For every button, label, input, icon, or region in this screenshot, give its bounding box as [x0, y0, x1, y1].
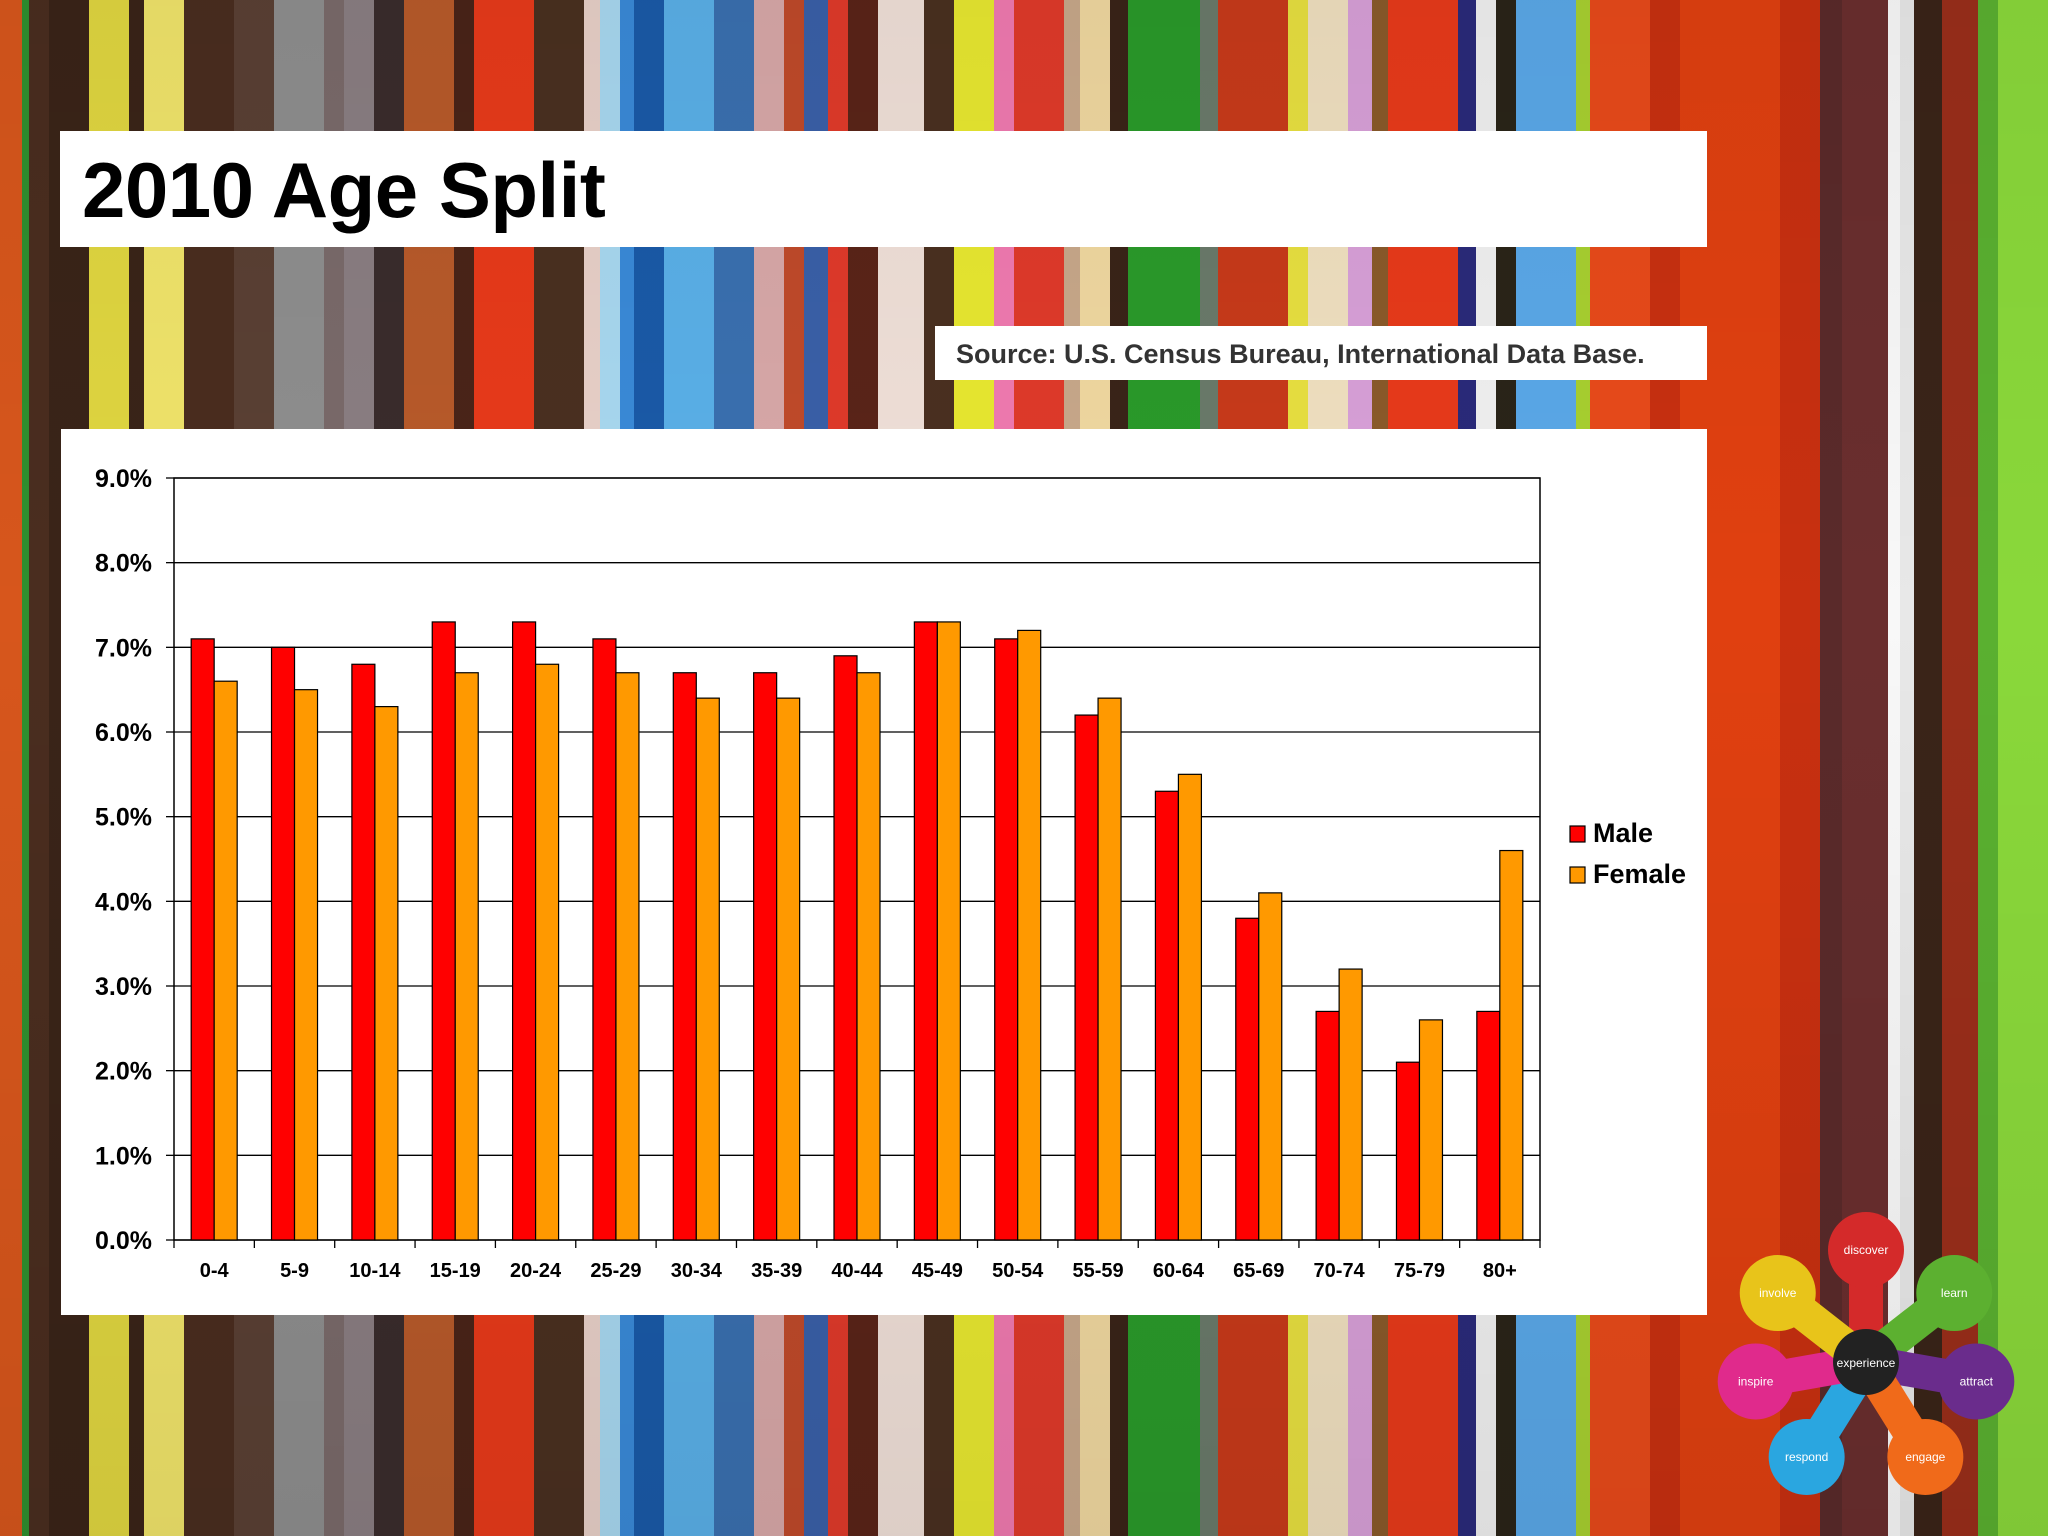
chart-panel: 0.0% 1.0% 2.0% 3.0% 4.0% 5.0% 6.0% 7.0% 8.0% 9.0%…: [61, 429, 1707, 1315]
petal: [1828, 1212, 1904, 1288]
bar-male: [672, 672, 697, 1241]
bar-male: [592, 638, 617, 1241]
bar-male: [1154, 790, 1180, 1241]
logo-center-label: experience: [1837, 1356, 1896, 1370]
x-tick-label: 40-44: [831, 1260, 883, 1282]
y-tick-label: 6.0%: [95, 719, 152, 747]
slide-title: 2010 Age Split: [82, 146, 606, 234]
x-tick-label: 60-64: [1153, 1260, 1205, 1282]
background-stripe: [0, 0, 22, 1536]
petal: [1717, 1343, 1794, 1420]
y-tick-label: 9.0%: [95, 465, 152, 493]
petal: [1739, 1255, 1816, 1332]
petal: [1887, 1418, 1964, 1495]
petal-label: inspire: [1738, 1374, 1774, 1388]
x-tick-label: 0-4: [200, 1260, 230, 1282]
x-tick-label: 65-69: [1233, 1260, 1284, 1282]
y-tick-label: 7.0%: [95, 634, 152, 662]
legend-label-male: Male: [1593, 818, 1653, 848]
bar-female: [1338, 968, 1363, 1241]
bar-male: [1074, 714, 1099, 1241]
y-tick-label: 2.0%: [95, 1058, 152, 1086]
bar-male: [511, 621, 537, 1241]
legend-label-female: Female: [1593, 859, 1686, 889]
background-stripe: [22, 0, 29, 1536]
bar-male: [270, 646, 296, 1241]
x-tick-label: 50-54: [992, 1260, 1044, 1282]
x-tick-label: 55-59: [1072, 1260, 1123, 1282]
legend-swatch-male: [1569, 825, 1586, 843]
bar-female: [615, 672, 640, 1241]
background-stripe: [1978, 0, 1998, 1536]
background-stripe: [1998, 0, 2048, 1536]
legend-swatch-female: [1569, 866, 1586, 884]
petal-label: attract: [1960, 1374, 1994, 1388]
bar-male: [1315, 1010, 1340, 1241]
x-tick-label: 75-79: [1394, 1260, 1445, 1282]
bar-male: [994, 638, 1019, 1241]
bar-female: [213, 680, 238, 1241]
bar-male: [190, 638, 215, 1241]
title-box: 2010 Age Split: [60, 131, 1707, 247]
x-tick-label: 5-9: [280, 1260, 309, 1282]
bar-male: [351, 663, 376, 1241]
source-box: Source: U.S. Census Bureau, Internationa…: [935, 326, 1707, 380]
petal-label: learn: [1941, 1286, 1968, 1300]
x-tick-label: 20-24: [510, 1260, 562, 1282]
background-stripe: [1820, 0, 1842, 1536]
bar-female: [534, 663, 560, 1241]
petal: [1938, 1343, 2015, 1420]
bar-male: [913, 621, 938, 1241]
bar-male: [1235, 917, 1260, 1241]
bar-female: [1177, 773, 1203, 1241]
bar-male: [833, 655, 858, 1241]
background-stripe: [1900, 0, 1914, 1536]
x-tick-label: 10-14: [349, 1260, 401, 1282]
logo-graphic: discover learn attract engage respond inspire…: [1717, 1212, 2015, 1495]
source-note: Source: U.S. Census Bureau, Internationa…: [956, 339, 1645, 369]
y-tick-label: 5.0%: [95, 804, 152, 832]
bar-male: [1476, 1010, 1501, 1241]
petal-label: engage: [1905, 1450, 1945, 1464]
petal-label: discover: [1844, 1243, 1889, 1257]
x-tick-label: 25-29: [590, 1260, 641, 1282]
bar-chart: 0.0% 1.0% 2.0% 3.0% 4.0% 5.0% 6.0% 7.0% 8.0% 9.0%…: [95, 465, 1686, 1282]
bar-female: [293, 689, 319, 1241]
bar-female: [374, 706, 399, 1241]
x-tick-label: 30-34: [671, 1260, 723, 1282]
background-stripe: [29, 0, 49, 1536]
bar-female: [1017, 629, 1042, 1241]
y-tick-label: 1.0%: [95, 1142, 152, 1170]
bar-female: [1097, 697, 1122, 1241]
x-tick-label: 45-49: [912, 1260, 963, 1282]
x-tick-label: 70-74: [1314, 1260, 1366, 1282]
experience-flower-logo: discover learn attract engage respond inspire…: [1700, 1195, 2040, 1525]
bar-female: [1418, 1019, 1444, 1241]
x-tick-label: 35-39: [751, 1260, 802, 1282]
bar-female: [936, 621, 961, 1241]
bar-male: [753, 672, 778, 1241]
petal-label: respond: [1785, 1450, 1828, 1464]
x-tick-label: 80+: [1483, 1260, 1517, 1282]
petal: [1916, 1255, 1993, 1332]
y-tick-label: 3.0%: [95, 973, 152, 1001]
bar-female: [454, 672, 479, 1241]
x-tick-label: 15-19: [430, 1260, 481, 1282]
y-tick-label: 8.0%: [95, 550, 152, 578]
petal: [1768, 1418, 1845, 1495]
y-tick-label: 4.0%: [95, 888, 152, 916]
background-stripe: [1888, 0, 1900, 1536]
petal-label: involve: [1759, 1286, 1797, 1300]
y-tick-label: 0.0%: [95, 1227, 152, 1255]
logo-center: [1833, 1329, 1899, 1395]
bar-female: [856, 672, 881, 1241]
bar-female: [1258, 892, 1283, 1241]
bar-female: [1499, 849, 1524, 1241]
bar-female: [695, 697, 720, 1241]
bar-male: [1395, 1061, 1421, 1241]
bar-female: [776, 697, 801, 1241]
bar-male: [431, 621, 456, 1241]
